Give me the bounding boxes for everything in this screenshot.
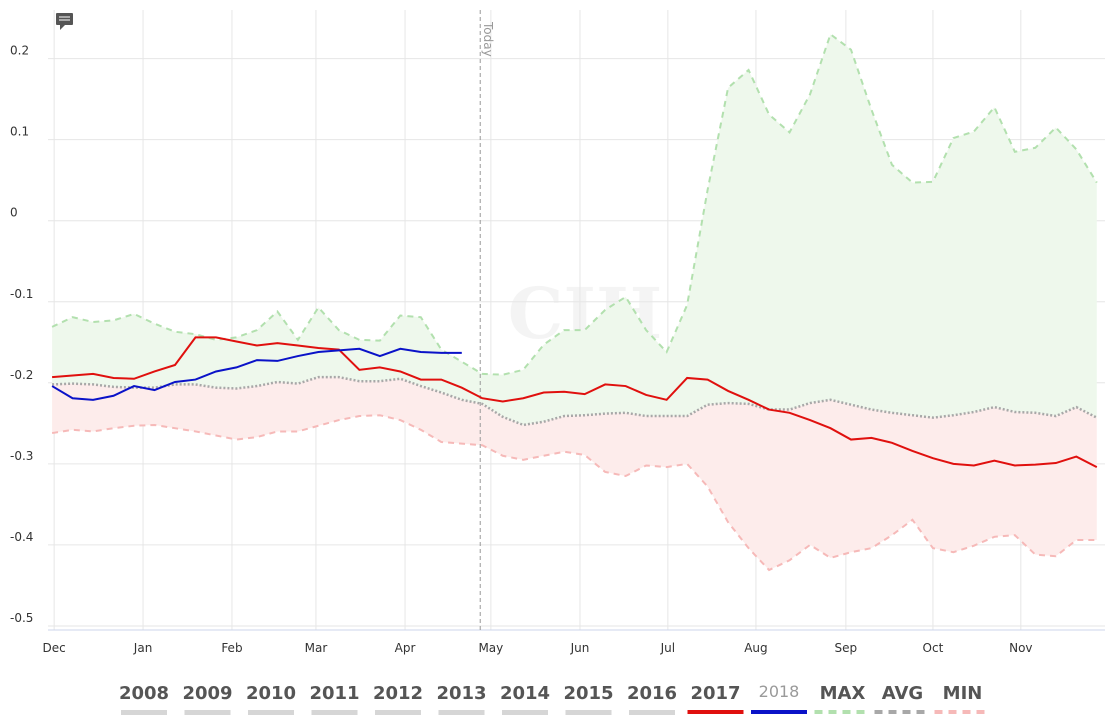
legend-swatch — [565, 710, 612, 715]
legend-swatch — [248, 710, 294, 715]
band-fill — [52, 377, 1097, 571]
comment-icon[interactable] — [56, 13, 73, 30]
y-tick-label: -0.4 — [10, 530, 33, 544]
band-fill — [52, 34, 1097, 425]
series-line — [51, 347, 462, 401]
legend-label: 2018 — [759, 682, 800, 701]
x-tick-label: Nov — [1009, 641, 1032, 655]
x-tick-label: Jul — [660, 641, 675, 655]
legend-label: 2008 — [119, 683, 169, 704]
legend-label: 2009 — [182, 683, 232, 704]
y-tick-label: -0.5 — [10, 611, 33, 625]
legend-label: 2010 — [246, 683, 296, 704]
legend-label: MAX — [820, 683, 866, 704]
legend-label: MIN — [943, 683, 983, 704]
legend-label: 2015 — [563, 683, 613, 704]
y-tick-label: 0.1 — [10, 125, 29, 139]
legend-label: 2013 — [436, 683, 486, 704]
y-tick-label: 0.2 — [10, 44, 29, 58]
legend-label: 2017 — [690, 683, 740, 704]
legend-swatch — [184, 710, 231, 715]
y-tick-label: -0.2 — [10, 368, 33, 382]
x-tick-label: Mar — [305, 641, 328, 655]
legend-label: 2011 — [309, 683, 359, 704]
legend-label: 2016 — [627, 683, 677, 704]
y-tick-label: -0.3 — [10, 449, 33, 463]
legend-label: 2012 — [373, 683, 423, 704]
y-tick-label: 0 — [10, 206, 18, 220]
x-tick-label: May — [478, 641, 503, 655]
legend-swatch — [121, 710, 167, 715]
legend-swatch — [311, 710, 358, 715]
legend-label: AVG — [882, 683, 923, 704]
series-line — [52, 336, 1098, 468]
x-tick-label: Aug — [744, 641, 767, 655]
y-tick-label: -0.1 — [10, 287, 33, 301]
legend-swatch — [438, 710, 485, 715]
x-tick-label: Oct — [923, 641, 944, 655]
legend-swatch — [502, 710, 548, 715]
x-tick-label: Jun — [570, 641, 590, 655]
x-tick-label: Dec — [43, 641, 66, 655]
annotation: Today — [481, 21, 495, 57]
x-tick-label: Apr — [395, 641, 416, 655]
x-tick-label: Jan — [133, 641, 153, 655]
x-tick-label: Sep — [835, 641, 858, 655]
legend-swatch — [375, 710, 421, 715]
legend-swatch — [629, 710, 675, 715]
legend: 2008 2009 2010 2011 2012 2013 2014 2015 2016 2017… — [119, 682, 991, 715]
x-tick-label: Feb — [221, 641, 242, 655]
legend-label: 2014 — [500, 683, 550, 704]
